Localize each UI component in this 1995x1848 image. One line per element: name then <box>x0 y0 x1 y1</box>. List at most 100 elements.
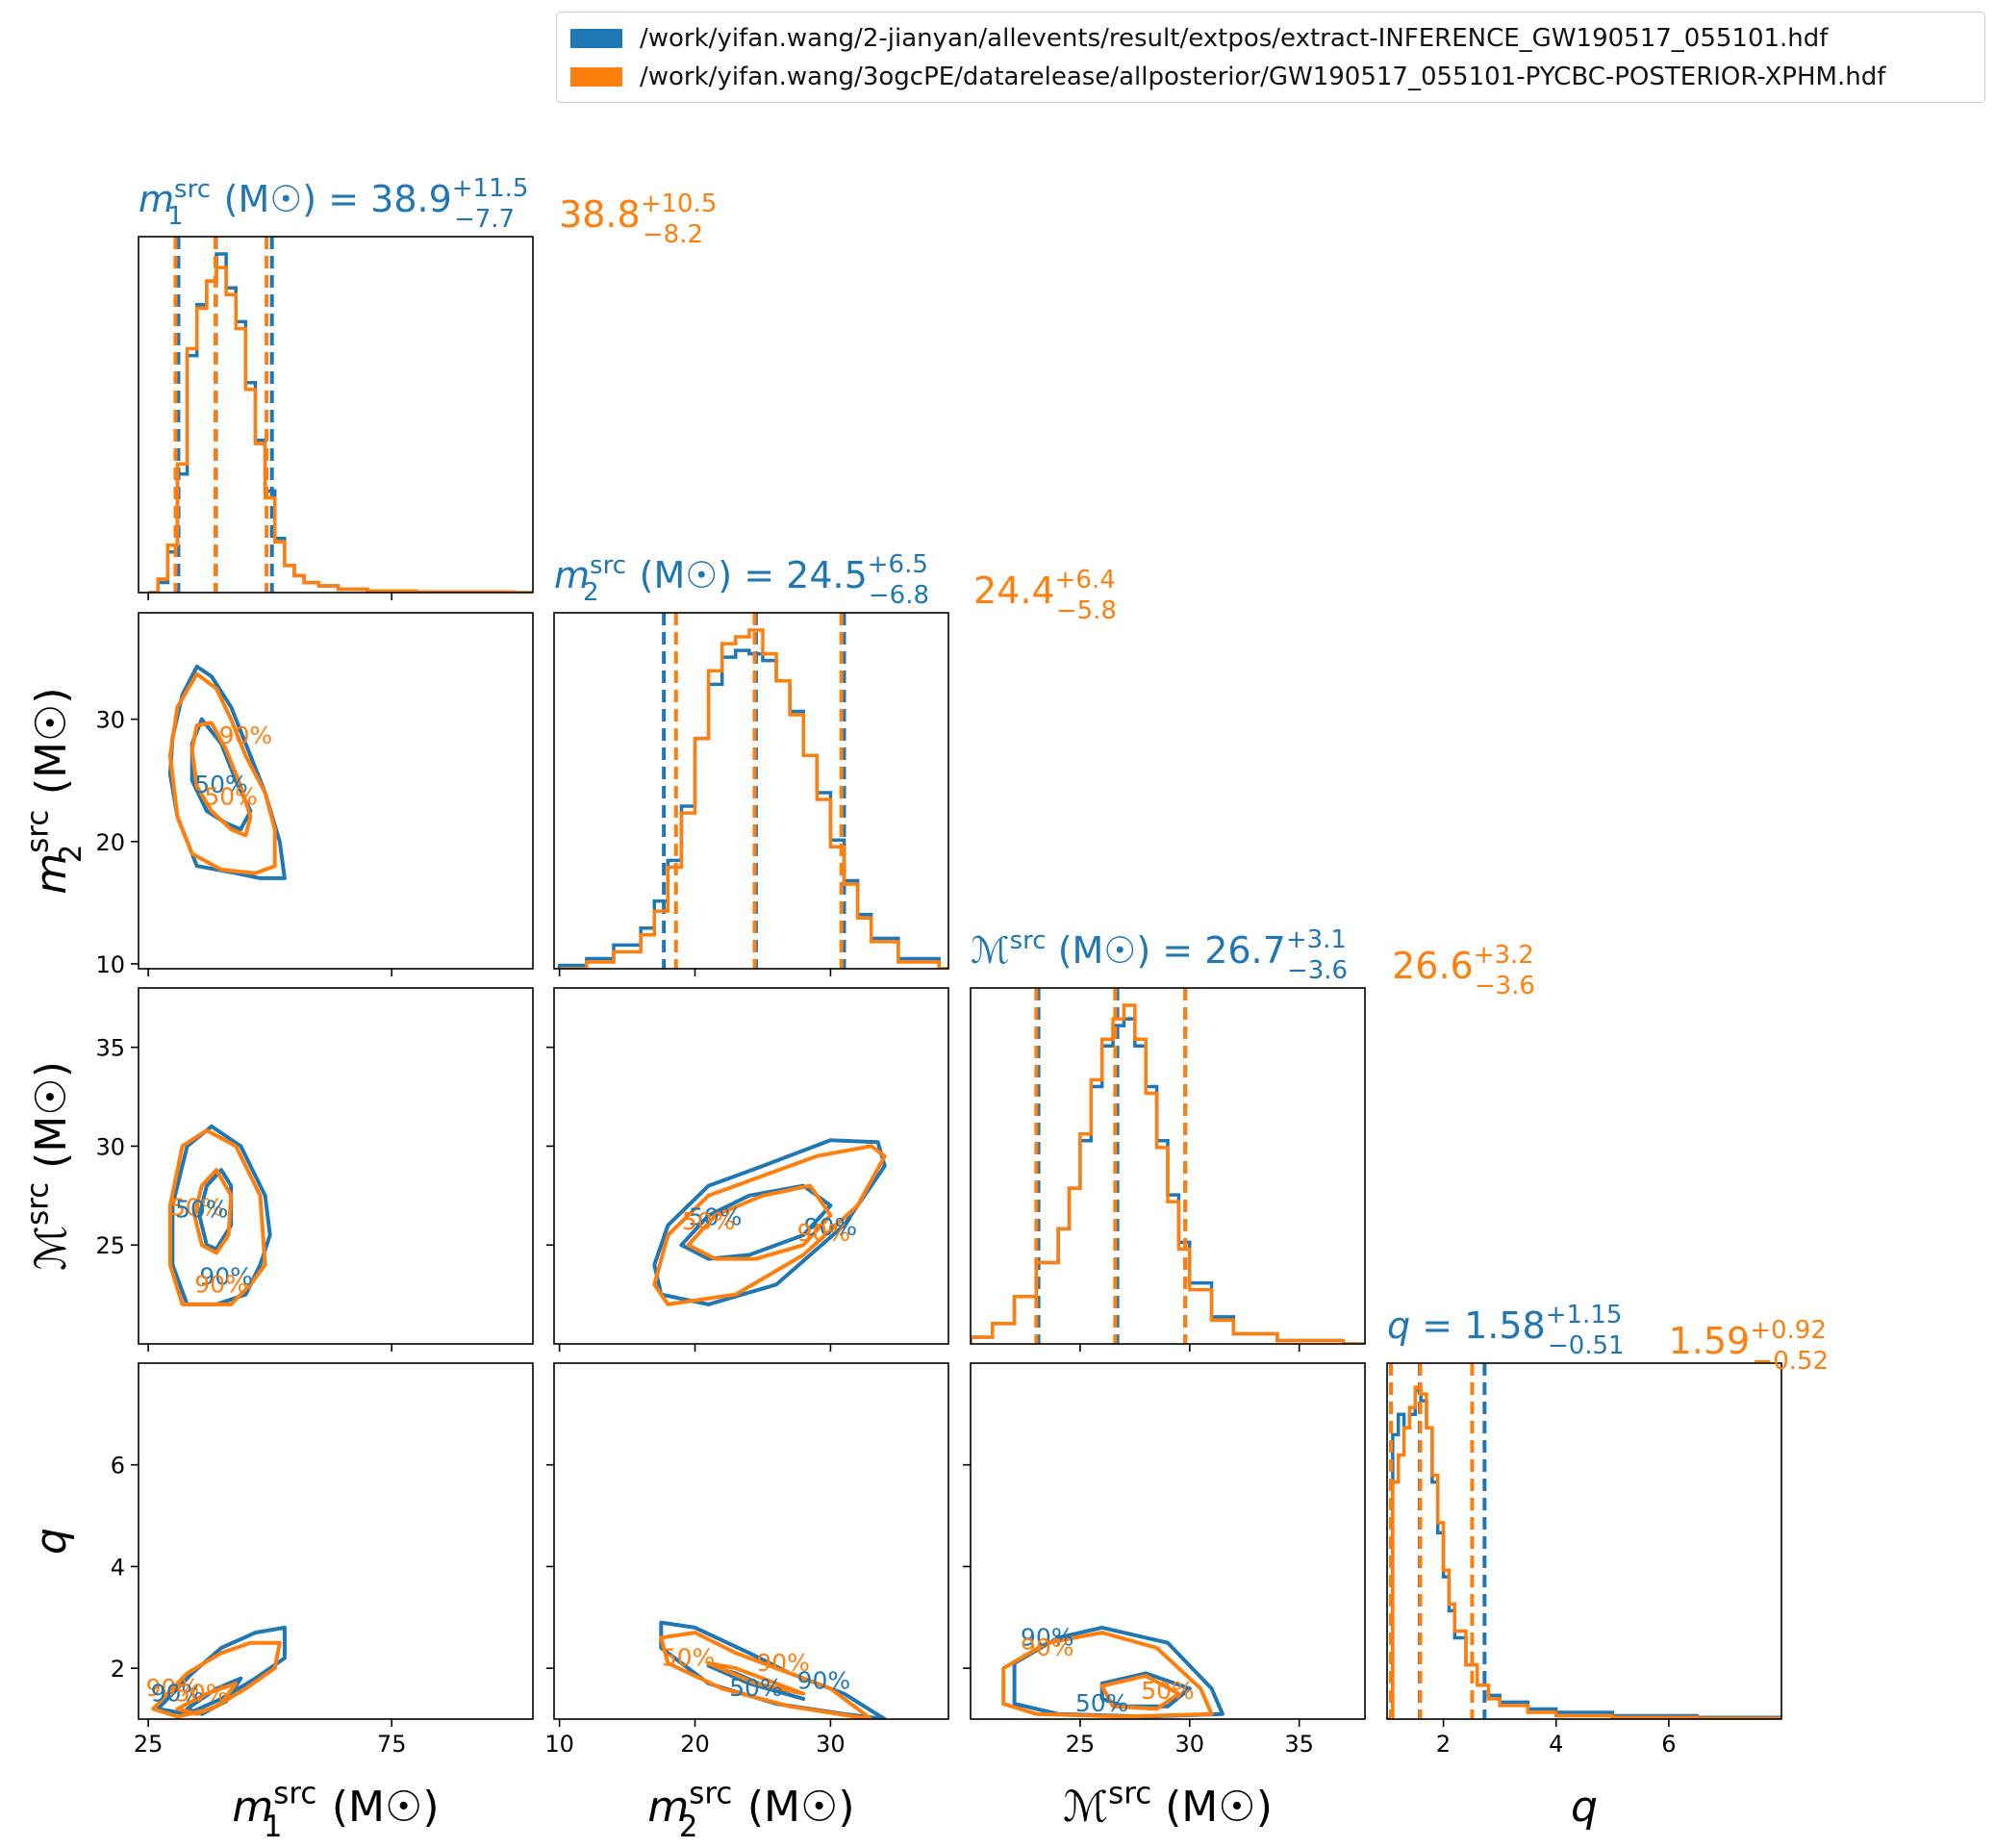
y-tick-label: 4 <box>111 1554 125 1581</box>
contour-level-label: 50% <box>170 1193 224 1221</box>
ylabel-m2: msrc2 (M☉) <box>21 687 88 894</box>
legend-swatch-blue <box>570 29 622 48</box>
legend-entry-orange: /work/yifan.wang/3ogcPE/datarelease/allp… <box>570 58 1885 96</box>
contour-level-label: 90% <box>194 1271 248 1299</box>
axes-frame <box>553 612 949 970</box>
cell-mc-m1: 50%50% 90%90% 25 30 35 <box>95 987 534 1352</box>
contour-orange-50 <box>686 1183 833 1261</box>
cell-mc-mc <box>970 987 1366 1352</box>
x-tick-label: 25 <box>1066 1731 1096 1758</box>
contour-orange-90 <box>652 1144 887 1306</box>
hist-orange-m2 <box>559 628 948 969</box>
contour-blue-90 <box>1012 1625 1225 1719</box>
contour-level-label: 50% <box>1141 1677 1195 1705</box>
x-tick-label: 6 <box>1661 1731 1676 1758</box>
cell-m1-m1 <box>138 236 534 600</box>
contour-level-label: 90% <box>1021 1633 1074 1661</box>
contour-orange-50 <box>706 1660 806 1696</box>
contour-blue-50 <box>197 1168 234 1252</box>
axes-frame <box>970 987 1366 1345</box>
contour-level-label: 50% <box>175 1680 229 1708</box>
contour-level-label: 90% <box>199 1262 253 1290</box>
y-tick-label: 20 <box>95 829 125 856</box>
hist-orange-q <box>1387 1385 1781 1719</box>
cell-mc-m2: 50%50% 90%90% <box>546 987 949 1352</box>
contour-level-label: 90% <box>146 1674 200 1702</box>
y-tick-label: 2 <box>111 1656 125 1683</box>
axes-frame <box>138 612 534 970</box>
cell-q-mc: 90%90%50% 50%25 30 35 <box>963 1362 1366 1758</box>
contour-level-label: 90% <box>219 721 273 749</box>
cell-q-m1: 90%90%50% 25 75 2 4 6 <box>111 1362 534 1758</box>
contour-level-label: 50% <box>682 1207 736 1235</box>
contour-level-label: 50% <box>1075 1689 1129 1717</box>
axes-frame <box>1386 1362 1782 1720</box>
y-tick-label: 25 <box>95 1232 125 1259</box>
xlabel-q: q <box>1571 1783 1598 1832</box>
legend: /work/yifan.wang/2-jianyan/allevents/res… <box>556 12 1985 103</box>
contour-level-label: 50% <box>204 783 258 811</box>
x-tick-label: 30 <box>816 1731 846 1758</box>
contour-level-label: 50% <box>194 771 248 798</box>
legend-label-orange: /work/yifan.wang/3ogcPE/datarelease/allp… <box>640 63 1886 91</box>
xlabel-m1: msrc 1 (M☉) <box>232 1777 439 1844</box>
cell-q-m2: 90%90%50%50%10 20 30 <box>544 1362 949 1758</box>
contour-level-label: 50% <box>689 1203 743 1231</box>
cell-q-q: 2 4 6 <box>1386 1362 1782 1758</box>
contour-level-label: 90% <box>1021 1623 1074 1651</box>
legend-swatch-orange <box>570 67 622 87</box>
hist-orange-mc <box>971 1003 1365 1344</box>
cell-m2-m2 <box>553 612 949 976</box>
contour-level-label: 90% <box>804 1213 858 1241</box>
ylabel-mc: ℳsrc (M☉) <box>21 1061 76 1271</box>
contour-level-label: 90% <box>756 1649 810 1677</box>
contour-level-label: 90% <box>797 1666 851 1694</box>
contour-orange-90 <box>1001 1631 1214 1719</box>
contour-level-label: 90% <box>151 1680 205 1708</box>
title-m2: msrc 2 (M☉) = 24.5+6.5 −6.8 24.4+6.4 −5.8 <box>554 550 1117 625</box>
x-tick-label: 30 <box>1175 1731 1205 1758</box>
xlabel-mc: ℳsrc (M☉) <box>1063 1777 1273 1832</box>
title-mc: ℳsrc (M☉) = 26.7+3.1 −3.6 26.6+3.2 −3.6 <box>971 925 1535 1000</box>
axes-frame <box>138 236 534 594</box>
x-tick-label: 10 <box>544 1731 574 1758</box>
contour-orange-90 <box>167 671 277 875</box>
contour-level-label: 50% <box>729 1674 783 1702</box>
contour-orange-90 <box>167 1128 267 1306</box>
contour-orange-90 <box>659 1631 873 1719</box>
x-tick-label: 4 <box>1549 1731 1563 1758</box>
cell-m2-m1: 90% 50%50% 10 20 30 <box>95 612 534 978</box>
axes-frame <box>553 987 949 1345</box>
y-tick-label: 30 <box>95 1133 125 1160</box>
contour-level-label: 50% <box>662 1644 716 1672</box>
legend-entry-blue: /work/yifan.wang/2-jianyan/allevents/res… <box>570 19 1828 58</box>
contour-level-label: 50% <box>175 1195 229 1223</box>
contour-blue-90 <box>659 1620 887 1719</box>
contour-orange-50 <box>192 1168 234 1255</box>
y-tick-label: 6 <box>111 1453 125 1480</box>
contour-orange-50 <box>175 1682 239 1716</box>
axes-frame <box>138 987 534 1345</box>
hist-blue-q <box>1387 1388 1781 1719</box>
y-tick-label: 30 <box>95 707 125 734</box>
hist-orange-m1 <box>148 266 533 593</box>
title-q: q = 1.58+1.15 −0.51 1.59+0.92 −0.52 <box>1387 1301 1829 1376</box>
contour-blue-50 <box>1099 1671 1192 1709</box>
ylabel-q: q <box>27 1528 76 1555</box>
legend-label-blue: /work/yifan.wang/2-jianyan/allevents/res… <box>640 24 1829 53</box>
x-tick-label: 35 <box>1284 1731 1314 1758</box>
axes-frame <box>138 1362 534 1720</box>
contour-orange-50 <box>1099 1674 1181 1711</box>
x-tick-label: 20 <box>680 1731 710 1758</box>
axes-frame <box>970 1362 1366 1720</box>
contour-orange-50 <box>189 721 253 838</box>
title-m1: msrc 1 (M☉) = 38.9+11.5 −7.7 38.8+10.5 −8.2 <box>139 174 717 249</box>
x-tick-label: 25 <box>134 1731 164 1758</box>
axes-frame <box>553 1362 949 1720</box>
y-tick-label: 10 <box>95 951 125 978</box>
x-tick-label: 2 <box>1436 1731 1451 1758</box>
x-tick-label: 75 <box>377 1731 407 1758</box>
y-tick-label: 35 <box>95 1035 125 1062</box>
xlabel-m2: msrc 2 (M☉) <box>647 1777 854 1844</box>
